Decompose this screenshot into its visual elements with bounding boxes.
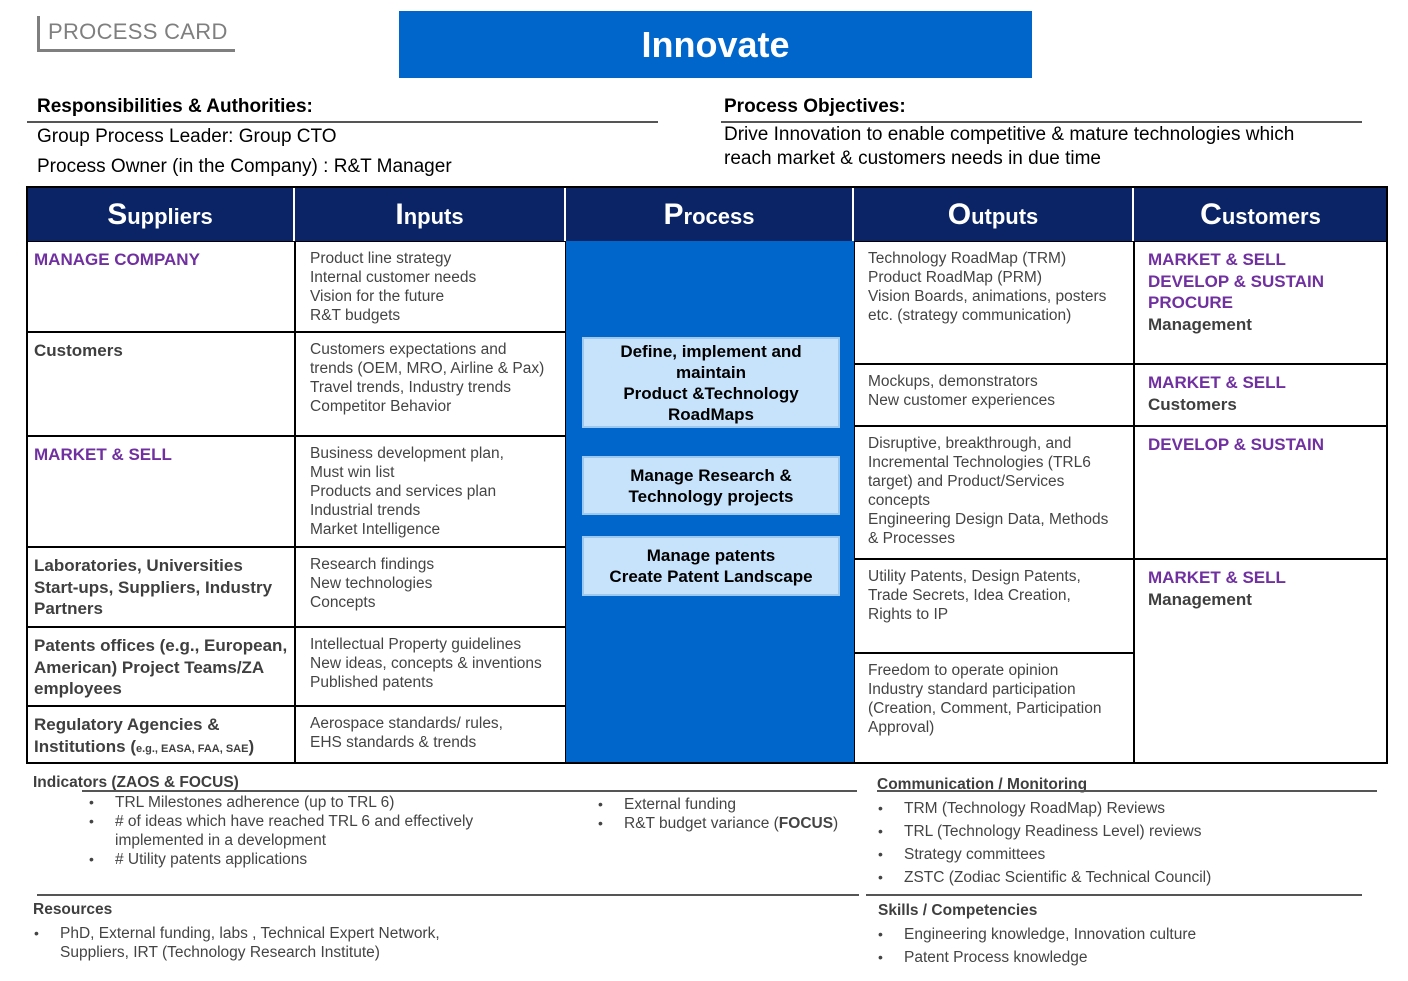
indicators-right-list: External funding R&T budget variance (FO…	[598, 795, 858, 833]
page-title: Innovate	[399, 11, 1032, 78]
input-cell: Product line strategy Internal customer n…	[295, 241, 566, 332]
list-item: TRM (Technology RoadMap) Reviews	[878, 799, 1358, 818]
indicators-left-list: TRL Milestones adherence (up to TRL 6) #…	[89, 793, 499, 869]
output-cell: Mockups, demonstrators New customer exper…	[854, 364, 1134, 426]
list-item: TRL (Technology Readiness Level) reviews	[878, 822, 1358, 841]
process-leader: Group Process Leader: Group CTO	[37, 126, 337, 147]
process-step-research-projects: Manage Research & Technology projects	[582, 456, 840, 515]
input-cell: Customers expectations and trends (OEM, M…	[295, 332, 566, 436]
indicators-heading: Indicators (ZAOS & FOCUS)	[33, 774, 239, 791]
input-cell: Business development plan, Must win list P…	[295, 436, 566, 547]
column-header-process: Process	[566, 187, 854, 241]
list-item: Strategy committees	[878, 845, 1358, 864]
communication-list: TRM (Technology RoadMap) Reviews TRL (Te…	[878, 799, 1358, 887]
process-step-roadmaps: Define, implement and maintain Product &Te…	[582, 337, 840, 428]
input-cell: Intellectual Property guidelines New idea…	[295, 627, 566, 706]
sipoc-table-border	[26, 186, 1388, 764]
supplier-cell: Regulatory Agencies & Institutions (e.g.…	[27, 706, 295, 763]
list-item: TRL Milestones adherence (up to TRL 6)	[89, 793, 499, 812]
list-item: R&T budget variance (FOCUS)	[598, 814, 858, 833]
column-header-customers: Customers	[1134, 187, 1387, 241]
supplier-cell: Laboratories, Universities Start-ups, Su…	[27, 547, 295, 627]
list-item: Engineering knowledge, Innovation cultur…	[878, 925, 1298, 944]
responsibilities-heading: Responsibilities & Authorities:	[37, 96, 313, 117]
supplier-cell: Patents offices (e.g., European, America…	[27, 627, 295, 706]
list-item: # of ideas which have reached TRL 6 and …	[89, 812, 499, 850]
skills-divider	[866, 894, 1362, 896]
process-owner: Process Owner (in the Company) : R&T Man…	[37, 156, 452, 177]
skills-heading: Skills / Competencies	[878, 902, 1038, 919]
list-item: # Utility patents applications	[89, 850, 499, 869]
communication-heading: Communication / Monitoring	[877, 776, 1088, 793]
resources-heading: Resources	[33, 901, 113, 918]
list-item: PhD, External funding, labs , Technical …	[34, 924, 474, 962]
process-step-patents: Manage patents Create Patent Landscape	[582, 536, 840, 596]
indicators-divider	[82, 790, 857, 792]
responsibilities-divider	[27, 121, 658, 123]
objectives-divider	[721, 121, 1362, 123]
process-card-label: PROCESS CARD	[37, 16, 235, 52]
output-cell: Technology RoadMap (TRM) Product RoadMap …	[854, 241, 1134, 364]
resources-list: PhD, External funding, labs , Technical …	[34, 924, 474, 962]
customer-cell: MARKET & SELL Management	[1134, 559, 1387, 763]
input-cell: Aerospace standards/ rules, EHS standards…	[295, 706, 566, 763]
output-cell: Freedom to operate opinion Industry stand…	[854, 653, 1134, 763]
list-item: Patent Process knowledge	[878, 948, 1298, 967]
column-header-suppliers: Suppliers	[27, 187, 295, 241]
output-cell: Disruptive, breakthrough, and Incremental…	[854, 426, 1134, 559]
resources-divider	[37, 894, 859, 896]
objectives-heading: Process Objectives:	[724, 96, 906, 117]
list-item: ZSTC (Zodiac Scientific & Technical Coun…	[878, 868, 1358, 887]
column-header-outputs: Outputs	[854, 187, 1134, 241]
column-header-inputs: Inputs	[295, 187, 566, 241]
list-item: External funding	[598, 795, 858, 814]
objective-line-1: Drive Innovation to enable competitive &…	[724, 124, 1295, 145]
skills-list: Engineering knowledge, Innovation cultur…	[878, 925, 1298, 967]
communication-divider	[877, 790, 1377, 792]
output-cell: Utility Patents, Design Patents, Trade Se…	[854, 559, 1134, 653]
input-cell: Research findings New technologies Concept…	[295, 547, 566, 627]
process-column: Define, implement and maintain Product &Te…	[566, 241, 854, 763]
objective-line-2: reach market & customers needs in due ti…	[724, 148, 1102, 169]
